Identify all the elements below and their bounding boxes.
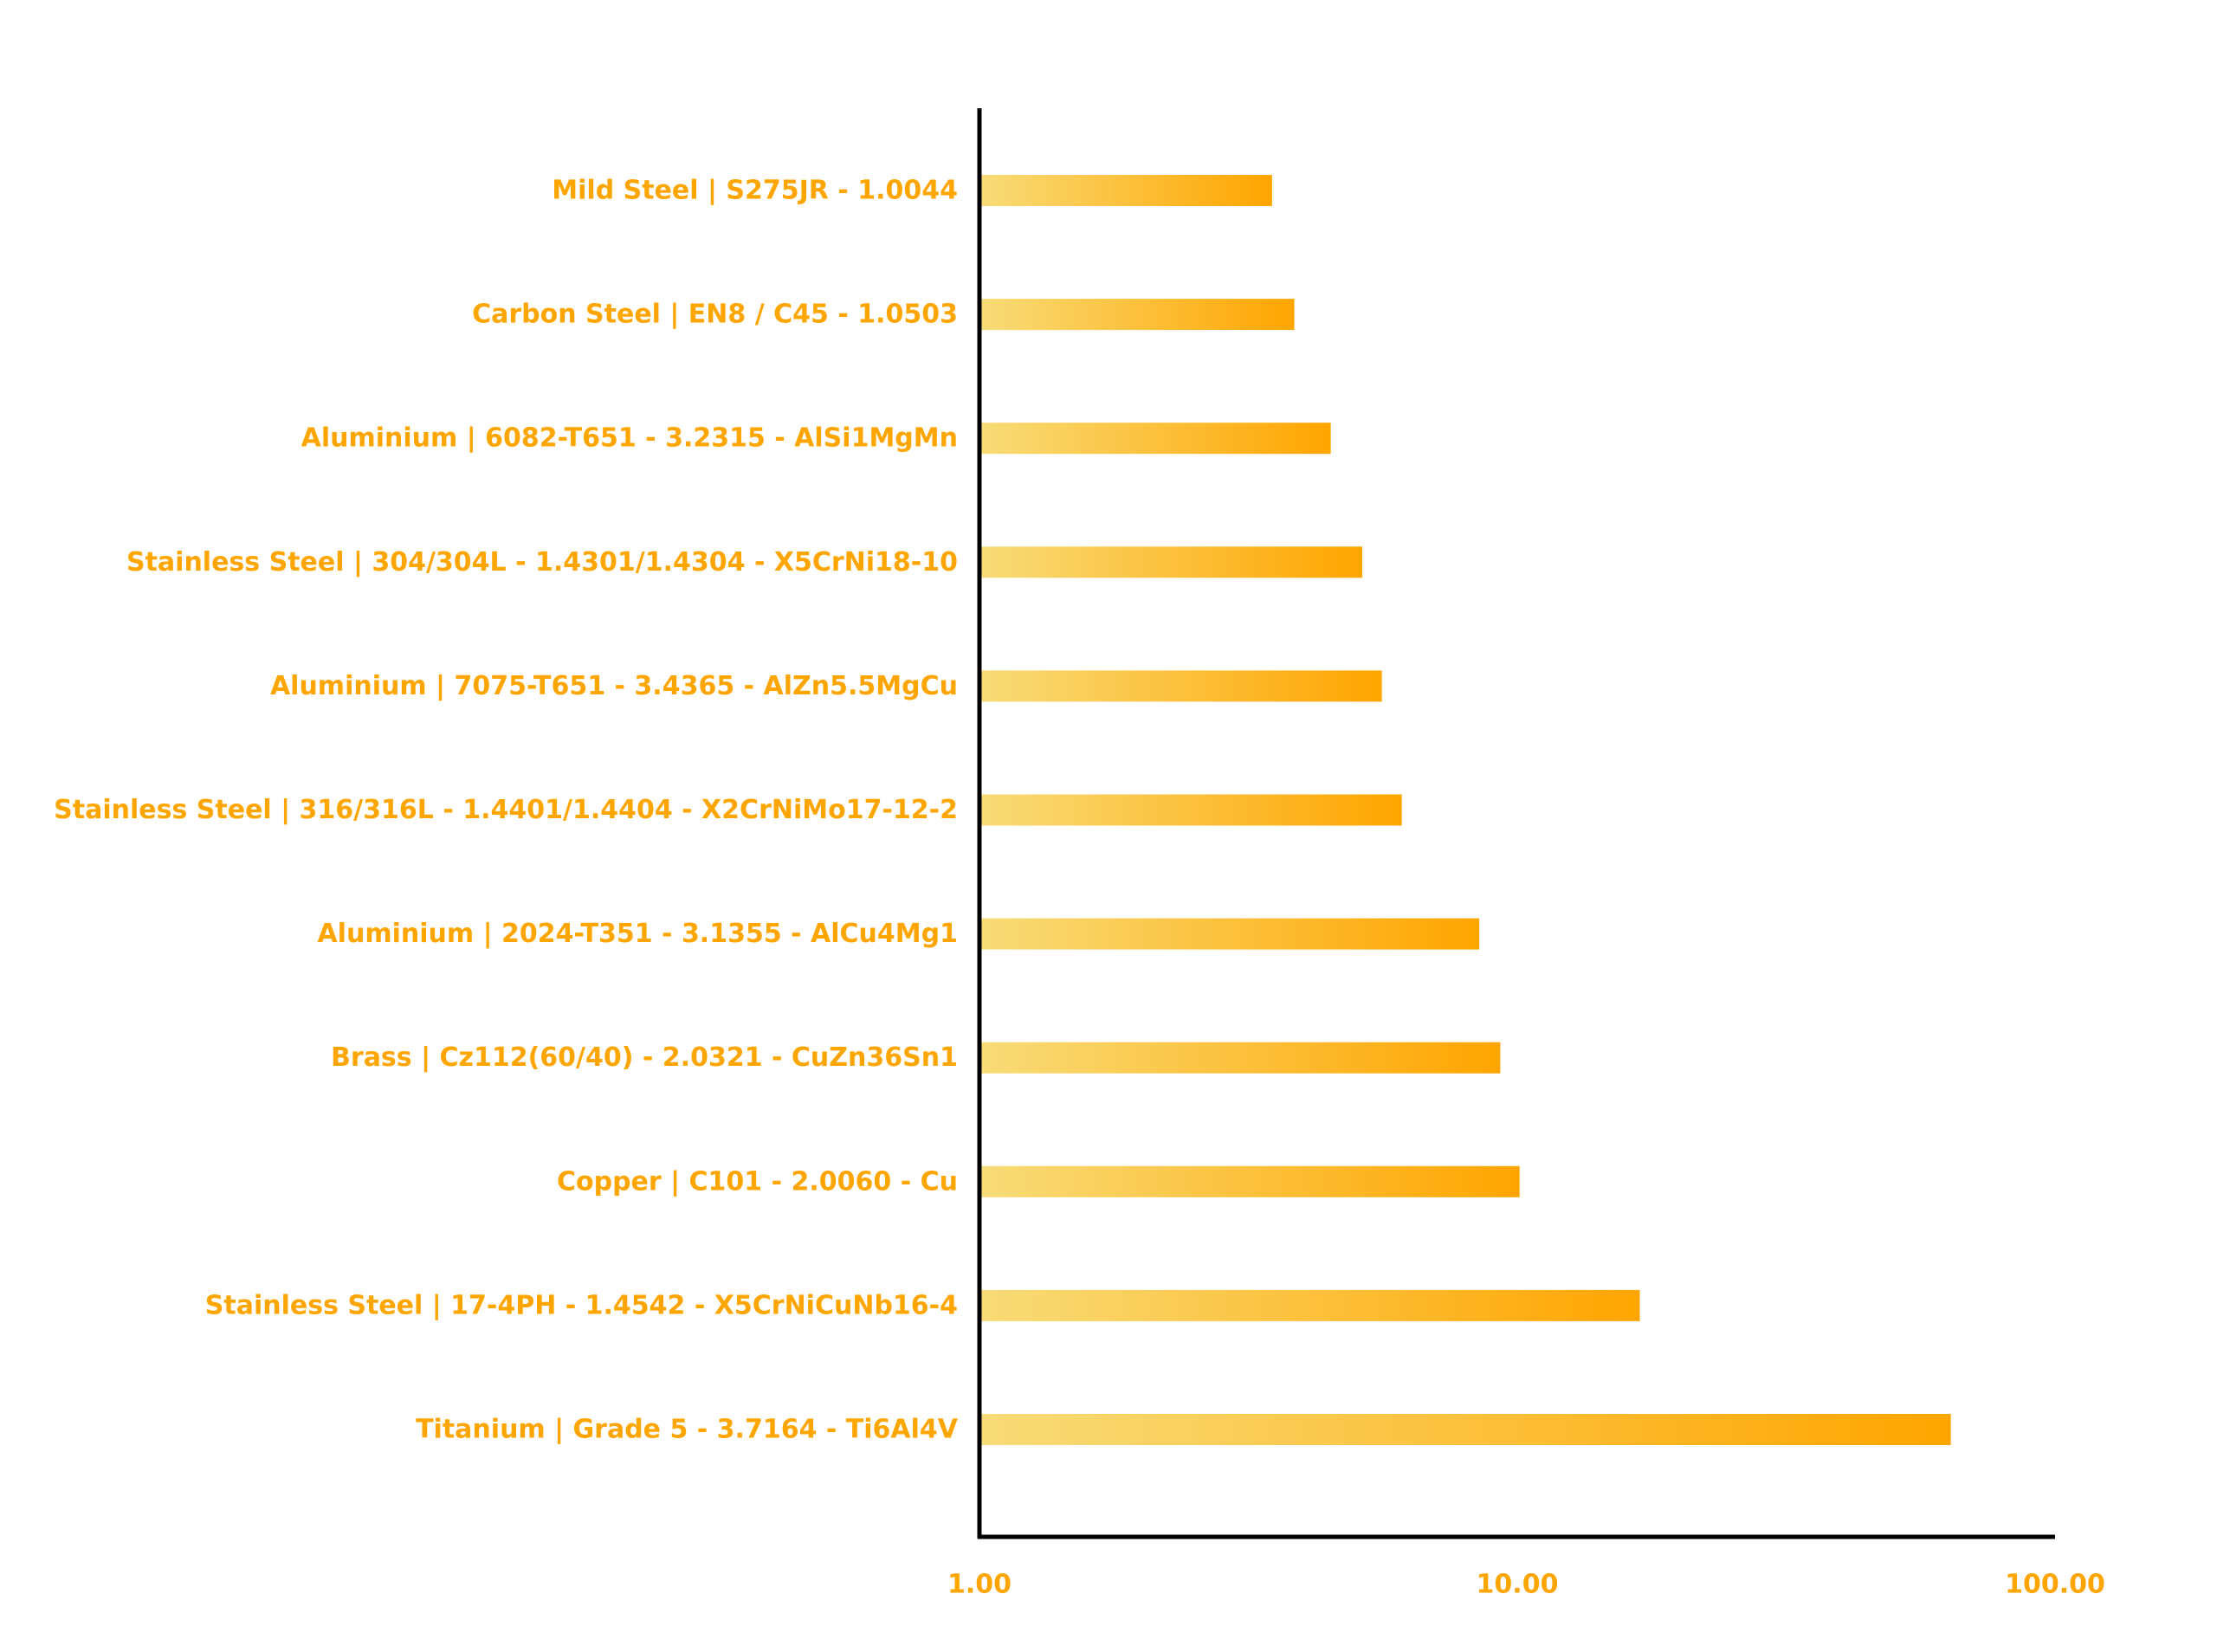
- x-tick-label-2: 100.00: [2005, 1570, 2105, 1600]
- bar-0: [979, 175, 1272, 206]
- category-label-7: Brass | Cz112(60/40) - 2.0321 - CuZn36Sn…: [331, 1042, 958, 1073]
- bar-8: [979, 1165, 1520, 1197]
- bar-5: [979, 794, 1402, 826]
- bar-3: [979, 546, 1363, 578]
- category-label-3: Stainless Steel | 304/304L - 1.4301/1.43…: [126, 547, 958, 578]
- category-label-9: Stainless Steel | 17-4PH - 1.4542 - X5Cr…: [205, 1290, 958, 1320]
- category-label-0: Mild Steel | S275JR - 1.0044: [552, 176, 958, 206]
- category-label-6: Aluminium | 2024-T351 - 3.1355 - AlCu4Mg…: [317, 919, 958, 949]
- bar-10: [979, 1414, 1951, 1445]
- bar-7: [979, 1042, 1501, 1074]
- category-labels: Mild Steel | S275JR - 1.0044 Carbon Steel…: [54, 176, 959, 1445]
- category-label-8: Copper | C101 - 2.0060 - Cu: [557, 1166, 958, 1197]
- x-tick-label-0: 1.00: [947, 1570, 1012, 1600]
- bars-layer: [979, 175, 1951, 1445]
- x-tick-label-1: 10.00: [1477, 1570, 1559, 1600]
- category-label-2: Aluminium | 6082-T651 - 3.2315 - AlSi1Mg…: [301, 423, 958, 454]
- bar-2: [979, 423, 1331, 455]
- category-label-1: Carbon Steel | EN8 / C45 - 1.0503: [472, 300, 958, 330]
- bar-6: [979, 918, 1480, 950]
- category-label-10: Titanium | Grade 5 - 3.7164 - Ti6Al4V: [416, 1415, 959, 1445]
- x-tick-labels: 1.00 10.00 100.00: [947, 1570, 2105, 1600]
- category-label-4: Aluminium | 7075-T651 - 3.4365 - AlZn5.5…: [270, 671, 958, 701]
- bar-9: [979, 1289, 1640, 1321]
- bar-4: [979, 670, 1382, 702]
- category-label-5: Stainless Steel | 316/316L - 1.4401/1.44…: [54, 795, 958, 825]
- bar-1: [979, 299, 1295, 331]
